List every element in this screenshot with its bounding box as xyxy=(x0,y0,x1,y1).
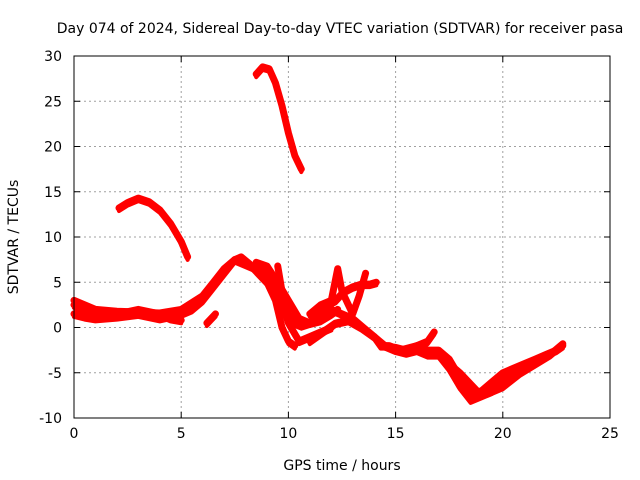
y-axis-label: SDTVAR / TECUs xyxy=(6,180,22,295)
y-tick-label: 10 xyxy=(44,230,62,246)
x-tick-label: 5 xyxy=(177,426,186,442)
series-line-shadow xyxy=(307,269,368,319)
y-tick-label: 5 xyxy=(53,275,62,291)
series-trace-e xyxy=(70,301,185,326)
x-tick-label: 10 xyxy=(279,426,297,442)
series-trace-f xyxy=(203,310,219,328)
x-axis-ticks: 0 5 10 15 20 25 xyxy=(70,56,619,442)
y-tick-label: 30 xyxy=(44,49,62,65)
series-line-shadow xyxy=(117,199,190,262)
y-tick-label: 20 xyxy=(44,140,62,156)
series-line xyxy=(203,310,219,327)
series-trace-i xyxy=(306,265,370,319)
y-tick-label: 25 xyxy=(44,94,62,110)
series-trace-m xyxy=(413,340,567,398)
series-trace-a xyxy=(115,194,192,262)
y-tick-label: -5 xyxy=(48,366,62,382)
y-tick-label: 15 xyxy=(44,185,62,201)
x-tick-label: 25 xyxy=(601,426,619,442)
series-trace-b xyxy=(252,63,305,175)
x-tick-label: 0 xyxy=(70,426,79,442)
data-series xyxy=(70,63,567,405)
y-tick-label: 0 xyxy=(53,321,62,337)
x-tick-label: 15 xyxy=(387,426,405,442)
x-tick-label: 20 xyxy=(494,426,512,442)
series-line-shadow xyxy=(72,257,297,351)
chart-title: Day 074 of 2024, Sidereal Day-to-day VTE… xyxy=(57,21,624,37)
series-line-shadow xyxy=(204,314,218,328)
series-line xyxy=(70,301,185,324)
series-line xyxy=(317,305,567,399)
series-line-shadow xyxy=(72,305,184,326)
y-axis-ticks: -10 -5 0 5 10 15 20 25 30 xyxy=(39,49,610,427)
y-tick-label: -10 xyxy=(39,411,62,427)
series-line xyxy=(413,340,567,397)
series-line-shadow xyxy=(415,344,565,398)
x-axis-label: GPS time / hours xyxy=(283,458,400,474)
series-line-shadow xyxy=(254,67,304,175)
